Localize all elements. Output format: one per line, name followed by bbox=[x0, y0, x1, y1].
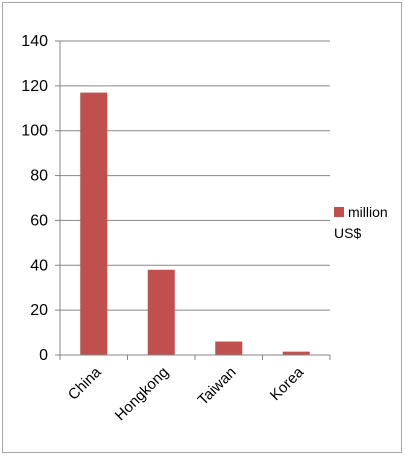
category-labels: China Hongkong Taiwan Korea bbox=[65, 363, 308, 424]
legend-label-line-1: million bbox=[348, 204, 388, 220]
category-label-china: China bbox=[65, 363, 105, 403]
y-tick-label: 60 bbox=[30, 212, 48, 229]
bar-chart: 0 20 40 60 80 100 120 140 China Hongkong Taiwan Ko… bbox=[21, 33, 388, 424]
bar-hongkong bbox=[147, 269, 175, 355]
y-tick-label: 40 bbox=[30, 257, 48, 274]
y-tick-label: 140 bbox=[21, 33, 48, 50]
category-label-hongkong: Hongkong bbox=[112, 364, 172, 424]
y-tick-label: 120 bbox=[21, 78, 48, 95]
x-axis-ticks bbox=[59, 355, 331, 360]
bar-china bbox=[80, 92, 108, 355]
bar-korea bbox=[282, 351, 310, 355]
y-tick-label: 20 bbox=[30, 302, 48, 319]
legend: million US$ bbox=[334, 204, 388, 241]
legend-label-line-2: US$ bbox=[334, 225, 361, 241]
y-tick-label: 100 bbox=[21, 123, 48, 140]
bars bbox=[80, 92, 310, 355]
legend-swatch bbox=[334, 207, 344, 217]
chart-frame: 0 20 40 60 80 100 120 140 China Hongkong Taiwan Ko… bbox=[2, 2, 402, 453]
y-tick-label: 80 bbox=[30, 168, 48, 185]
bar-taiwan bbox=[215, 341, 243, 355]
y-tick-label: 0 bbox=[39, 347, 48, 364]
category-label-taiwan: Taiwan bbox=[195, 364, 240, 409]
category-label-korea: Korea bbox=[267, 363, 308, 404]
y-axis-ticks: 0 20 40 60 80 100 120 140 bbox=[21, 33, 60, 364]
